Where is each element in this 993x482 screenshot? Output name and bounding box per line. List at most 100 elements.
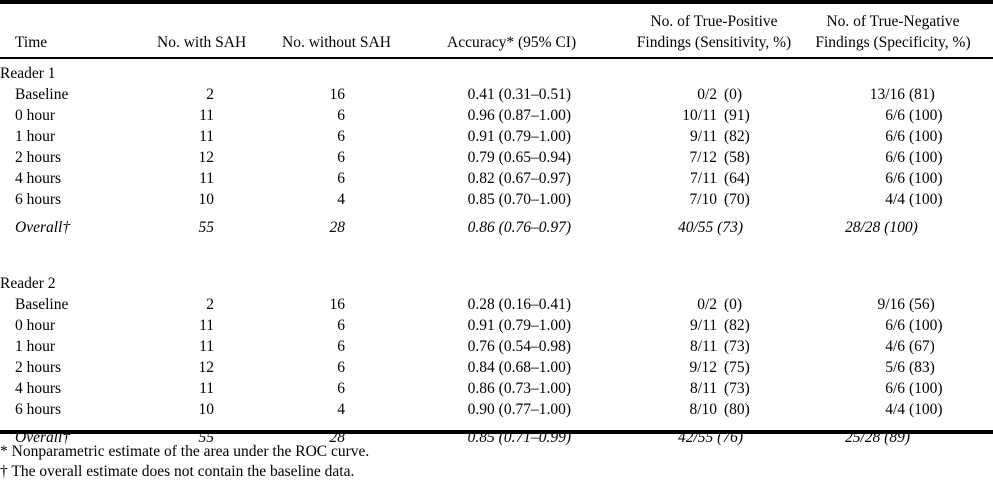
reader-label: Reader 1 [0,65,56,82]
reader-label: Reader 2 [0,275,56,292]
cell-tp-percent: (82) [724,128,750,145]
cell-tp-count: 8/11 [690,338,717,355]
cell-time: 6 hours [15,401,62,418]
cell-accuracy: 0.84 (0.68–1.00) [467,359,571,376]
table-row: Baseline 2 16 0.28 (0.16–0.41) 0/2 (0) 9/16 (56… [0,294,993,315]
table-row: 6 hours 10 4 0.85 (0.70–1.00) 7/10 (70) 4/4 (10… [0,189,993,210]
cell-tn-count: 6/6 [885,107,905,124]
header-with-sah: No. with SAH [157,34,247,51]
cell-with-sah: 11 [199,338,214,355]
cell-accuracy: 0.91 (0.79–1.00) [467,128,571,145]
cell-with-sah: 12 [198,359,215,376]
group-label-row: Reader 2 [0,273,993,294]
cell-with-sah: 2 [206,86,214,103]
cell-tn-percent: (100) [909,401,943,418]
cell-with-sah: 2 [206,296,214,313]
cell-tn-percent: (100) [909,380,943,397]
cell-accuracy: 0.41 (0.31–0.51) [467,86,571,103]
cell-accuracy: 0.96 (0.87–1.00) [467,107,571,124]
cell-tp-count: 7/12 [689,149,717,166]
cell-tp-count: 7/10 [689,191,717,208]
cell-tp-count: 9/11 [690,317,717,334]
cell-without-sah: 6 [337,107,345,124]
cell-without-sah: 6 [337,128,345,145]
cell-tn-count: 4/4 [885,191,905,208]
cell-tn-count: 6/6 [885,170,905,187]
table-row: 0 hour 11 6 0.96 (0.87–1.00) 10/11 (91) 6/6 (10… [0,105,993,126]
cell-time: 0 hour [15,317,56,334]
cell-tn-count: 6/6 [885,380,905,397]
cell-with-sah: 12 [198,149,215,166]
cell-tp-count: 8/11 [690,380,717,397]
cell-time: 6 hours [15,191,62,208]
cell-without-sah: 6 [337,317,345,334]
cell-tn-percent: (100) [909,107,943,124]
cell-without-sah: 4 [337,401,345,418]
cell-tp-percent: (73) [724,380,750,397]
header-accuracy: Accuracy* (95% CI) [447,34,577,51]
cell-accuracy: 0.28 (0.16–0.41) [467,296,571,313]
cell-accuracy: 0.90 (0.77–1.00) [467,401,571,418]
cell-tp: 40/55 (73) [678,219,744,236]
cell-tp-percent: (0) [724,296,743,313]
cell-time: Baseline [15,296,69,313]
cell-tp-percent: (80) [724,401,750,418]
cell-accuracy: 0.82 (0.67–0.97) [467,170,571,187]
cell-without-sah: 6 [337,149,345,166]
cell-tn-count: 9/16 [877,296,905,313]
table-row: 2 hours 12 6 0.79 (0.65–0.94) 7/12 (58) 6/6 (10… [0,147,993,168]
cell-tp-count: 9/12 [689,359,717,376]
cell-without-sah: 6 [337,170,345,187]
overall-row: Overall† 55 28 0.86 (0.76–0.97) 40/55 (73) 28… [0,217,993,238]
cell-tn-percent: (100) [909,128,943,145]
cell-time: 0 hour [15,107,56,124]
cell-tn-count: 13/16 [869,86,905,103]
cell-accuracy: 0.79 (0.65–0.94) [467,149,571,166]
table-top-rule [0,0,993,4]
cell-without-sah: 4 [337,191,345,208]
cell-tn-percent: (56) [909,296,935,313]
cell-tp-count: 10/11 [682,107,717,124]
cell-tn-percent: (67) [909,338,935,355]
cell-tp-count: 8/10 [689,401,717,418]
cell-tp-count: 7/11 [690,170,717,187]
cell-tn-count: 6/6 [885,128,905,145]
cell-tn-count: 4/4 [885,401,905,418]
cell-tn-percent: (83) [909,359,935,376]
cell-tn-count: 4/6 [885,338,905,355]
cell-accuracy: 0.86 (0.76–0.97) [467,219,571,236]
cell-without-sah: 28 [329,219,346,236]
cell-tp-count: 0/2 [697,86,717,103]
cell-tp-percent: (58) [724,149,750,166]
table-row: 1 hour 11 6 0.76 (0.54–0.98) 8/11 (73) 4/6 (67) [0,336,993,357]
cell-with-sah: 11 [199,170,214,187]
table-bottom-rule [0,430,993,434]
cell-with-sah: 55 [198,219,215,236]
cell-accuracy: 0.76 (0.54–0.98) [467,338,571,355]
cell-time: 4 hours [15,170,62,187]
cell-tp-percent: (75) [724,359,750,376]
header-without-sah: No. without SAH [282,34,391,51]
cell-tn: 28/28 (100) [845,219,918,236]
cell-time: Overall† [15,219,71,236]
table-row: 6 hours 10 4 0.90 (0.77–1.00) 8/10 (80) 4/4 (10… [0,399,993,420]
cell-accuracy: 0.85 (0.70–1.00) [467,191,571,208]
header-time: Time [15,34,48,51]
cell-time: 4 hours [15,380,62,397]
cell-tn-count: 6/6 [885,149,905,166]
cell-without-sah: 16 [329,296,346,313]
group-label-row: Reader 1 [0,63,993,84]
cell-accuracy: 0.91 (0.79–1.00) [467,317,571,334]
cell-accuracy: 0.86 (0.73–1.00) [467,380,571,397]
cell-tp-percent: (0) [724,86,743,103]
table-row: 1 hour 11 6 0.91 (0.79–1.00) 9/11 (82) 6/6 (100… [0,126,993,147]
cell-time: 2 hours [15,359,62,376]
cell-time: 2 hours [15,149,62,166]
cell-tp-percent: (73) [724,338,750,355]
cell-without-sah: 16 [329,86,346,103]
header-true-negative: No. of True-Negative Findings (Specifici… [815,13,971,51]
cell-tn-count: 6/6 [885,317,905,334]
table-row: 2 hours 12 6 0.84 (0.68–1.00) 9/12 (75) 5/6 (83… [0,357,993,378]
table-row: 4 hours 11 6 0.82 (0.67–0.97) 7/11 (64) 6/6 (10… [0,168,993,189]
cell-time: 1 hour [15,128,56,145]
